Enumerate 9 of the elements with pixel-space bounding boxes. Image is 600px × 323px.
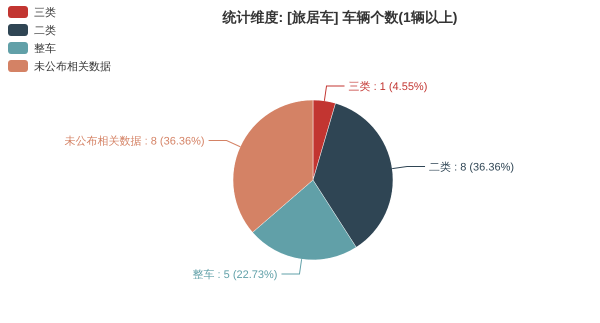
- legend-label: 整车: [34, 42, 56, 55]
- data-label: 整车 : 5 (22.73%): [192, 268, 278, 282]
- data-label: 三类 : 1 (4.55%): [348, 80, 428, 93]
- data-label: 二类 : 8 (36.36%): [429, 160, 514, 174]
- data-label: 未公布相关数据 : 8 (36.36%): [64, 134, 205, 148]
- legend-label: 三类: [34, 6, 56, 19]
- chart-title: 统计维度: [旅居车] 车辆个数(1辆以上): [222, 9, 458, 25]
- legend-label: 未公布相关数据: [34, 60, 111, 73]
- legend-label: 二类: [34, 24, 56, 37]
